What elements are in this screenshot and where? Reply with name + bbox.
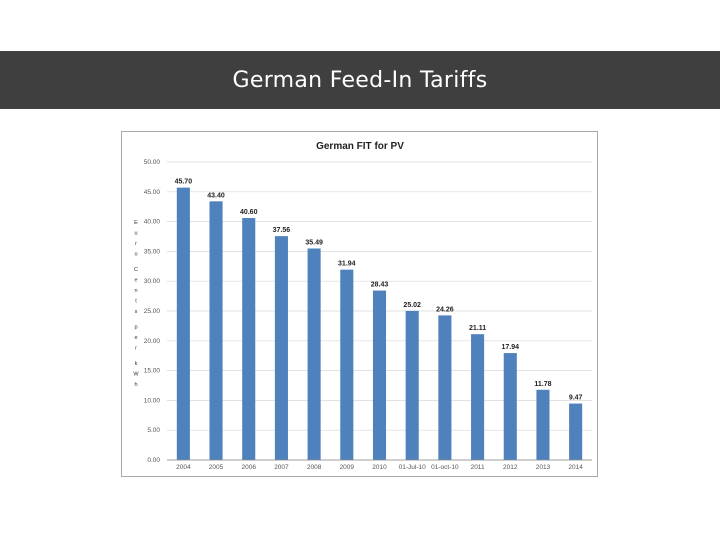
x-tick-label: 2006 — [241, 464, 256, 471]
y-axis-label-char: k — [135, 361, 138, 367]
bar-2010 — [372, 290, 387, 460]
y-axis-label-char: t — [135, 299, 137, 305]
y-tick-label: 35.00 — [144, 248, 161, 255]
title-banner: German Feed-In Tariffs — [0, 51, 720, 109]
data-label: 24.26 — [436, 306, 454, 313]
data-label: 31.94 — [338, 261, 356, 268]
y-tick-label: 20.00 — [144, 338, 161, 345]
y-tick-label: 30.00 — [144, 278, 161, 285]
x-tick-label: 2014 — [568, 464, 583, 471]
bar-2006 — [242, 218, 256, 460]
data-label: 40.60 — [240, 209, 258, 216]
x-tick-label: 2005 — [209, 464, 224, 471]
bar-01-oct-10 — [438, 315, 452, 460]
y-tick-label: 15.00 — [144, 368, 161, 375]
slide-title: German Feed-In Tariffs — [232, 67, 488, 93]
bar-2005 — [209, 201, 223, 460]
x-tick-label: 2008 — [307, 464, 322, 471]
data-label: 37.56 — [273, 227, 291, 234]
y-tick-label: 50.00 — [144, 159, 161, 166]
y-axis-label-char: n — [134, 288, 137, 294]
data-label: 35.49 — [305, 239, 323, 246]
y-axis-label-char: o — [134, 252, 137, 258]
x-tick-label: 2007 — [274, 464, 289, 471]
y-axis-label-char: E — [134, 220, 138, 226]
y-tick-label: 45.00 — [144, 189, 161, 196]
y-tick-label: 0.00 — [147, 457, 160, 464]
y-axis-label-char: e — [134, 278, 137, 284]
data-label: 9.47 — [569, 395, 583, 402]
y-axis-label-char: e — [134, 335, 137, 341]
bar-2008 — [307, 248, 321, 460]
data-label: 28.43 — [371, 282, 389, 289]
x-tick-label: 01-Jul-10 — [399, 464, 426, 471]
bar-2014 — [569, 403, 583, 460]
x-tick-label: 2012 — [503, 464, 518, 471]
bar-01-Jul-10 — [405, 310, 419, 460]
bar-2004 — [176, 187, 190, 460]
chart-frame: German FIT for PV 0.00 5.00 10.00 15.00 20.0… — [121, 131, 598, 477]
y-axis-label-char: r — [135, 241, 137, 247]
bar-2007 — [274, 236, 288, 460]
y-axis-label-char: r — [135, 346, 137, 352]
y-tick-label: 10.00 — [144, 397, 161, 404]
bar-2013 — [536, 389, 550, 460]
x-tick-label: 2010 — [372, 464, 387, 471]
y-tick-label: 5.00 — [147, 427, 160, 434]
chart-title: German FIT for PV — [316, 141, 404, 152]
fit-bar-chart: German FIT for PV 0.00 5.00 10.00 15.00 20.0… — [133, 141, 592, 471]
y-tick-label: 25.00 — [144, 308, 161, 315]
y-axis-label-char: p — [134, 325, 137, 331]
y-axis-label-char: h — [134, 382, 137, 388]
data-label: 11.78 — [534, 381, 551, 388]
data-label: 25.02 — [403, 302, 421, 309]
y-axis-label-char: W — [133, 372, 139, 378]
y-axis-label-char: s — [135, 309, 138, 315]
bar-2009 — [340, 269, 354, 460]
x-tick-label: 2011 — [471, 464, 485, 471]
data-label: 17.94 — [502, 344, 520, 351]
x-tick-label: 2009 — [340, 464, 355, 471]
data-label: 45.70 — [175, 179, 193, 186]
x-tick-label: 01-oct-10 — [431, 464, 459, 471]
data-label: 21.11 — [469, 325, 486, 332]
bar-2011 — [471, 334, 485, 460]
y-tick-label: 40.00 — [144, 219, 161, 226]
y-axis-label-char: C — [134, 267, 138, 273]
bar-2012 — [503, 353, 517, 460]
data-label: 43.40 — [207, 192, 225, 199]
x-tick-label: 2013 — [536, 464, 551, 471]
x-tick-label: 2004 — [176, 464, 191, 471]
y-axis-label-char: u — [134, 231, 137, 237]
